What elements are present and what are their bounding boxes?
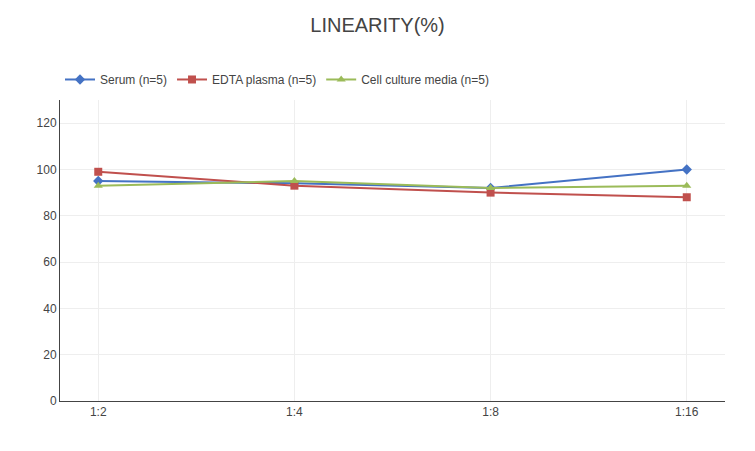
svg-text:100: 100 bbox=[37, 163, 57, 177]
svg-text:80: 80 bbox=[43, 209, 57, 223]
svg-text:LINEARITY(%): LINEARITY(%) bbox=[310, 14, 444, 36]
svg-text:20: 20 bbox=[43, 348, 57, 362]
svg-text:1:8: 1:8 bbox=[482, 405, 499, 419]
svg-text:1:16: 1:16 bbox=[675, 405, 699, 419]
svg-text:EDTA plasma (n=5): EDTA plasma (n=5) bbox=[212, 73, 316, 87]
svg-text:40: 40 bbox=[43, 302, 57, 316]
svg-text:60: 60 bbox=[43, 255, 57, 269]
svg-text:1:4: 1:4 bbox=[286, 405, 303, 419]
svg-text:1:2: 1:2 bbox=[90, 405, 107, 419]
svg-text:Serum (n=5): Serum (n=5) bbox=[100, 73, 167, 87]
svg-text:0: 0 bbox=[50, 394, 57, 408]
svg-text:120: 120 bbox=[37, 116, 57, 130]
svg-text:Cell culture media (n=5): Cell culture media (n=5) bbox=[361, 73, 489, 87]
